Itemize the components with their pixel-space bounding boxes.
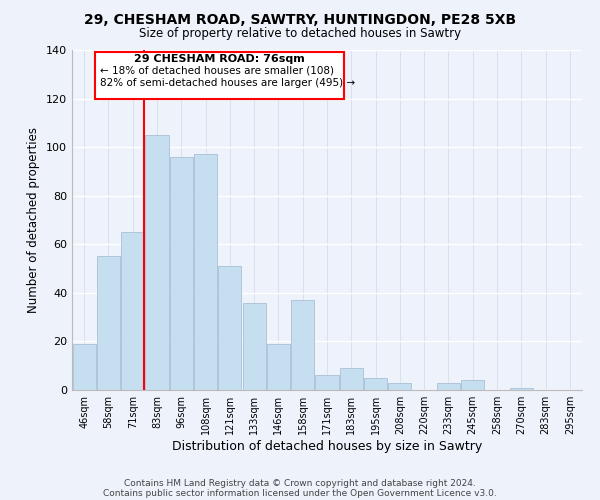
Bar [170, 157, 193, 390]
Text: Contains public sector information licensed under the Open Government Licence v3: Contains public sector information licen… [103, 488, 497, 498]
Y-axis label: Number of detached properties: Number of detached properties [28, 127, 40, 313]
Bar [364, 378, 387, 390]
Text: 82% of semi-detached houses are larger (495) →: 82% of semi-detached houses are larger (… [100, 78, 355, 88]
Text: 29, CHESHAM ROAD, SAWTRY, HUNTINGDON, PE28 5XB: 29, CHESHAM ROAD, SAWTRY, HUNTINGDON, PE… [84, 12, 516, 26]
Bar [316, 376, 338, 390]
Text: ← 18% of detached houses are smaller (108): ← 18% of detached houses are smaller (10… [100, 66, 334, 76]
Bar [437, 382, 460, 390]
Bar [388, 382, 412, 390]
Bar [242, 302, 266, 390]
FancyBboxPatch shape [95, 52, 344, 98]
Text: 29 CHESHAM ROAD: 76sqm: 29 CHESHAM ROAD: 76sqm [134, 54, 305, 64]
Bar [145, 135, 169, 390]
Bar [461, 380, 484, 390]
X-axis label: Distribution of detached houses by size in Sawtry: Distribution of detached houses by size … [172, 440, 482, 453]
Bar [97, 256, 120, 390]
Bar [194, 154, 217, 390]
Text: Contains HM Land Registry data © Crown copyright and database right 2024.: Contains HM Land Registry data © Crown c… [124, 478, 476, 488]
Bar [218, 266, 241, 390]
Bar [291, 300, 314, 390]
Bar [121, 232, 144, 390]
Bar [73, 344, 95, 390]
Bar [340, 368, 363, 390]
Bar [267, 344, 290, 390]
Bar [510, 388, 533, 390]
Text: Size of property relative to detached houses in Sawtry: Size of property relative to detached ho… [139, 28, 461, 40]
